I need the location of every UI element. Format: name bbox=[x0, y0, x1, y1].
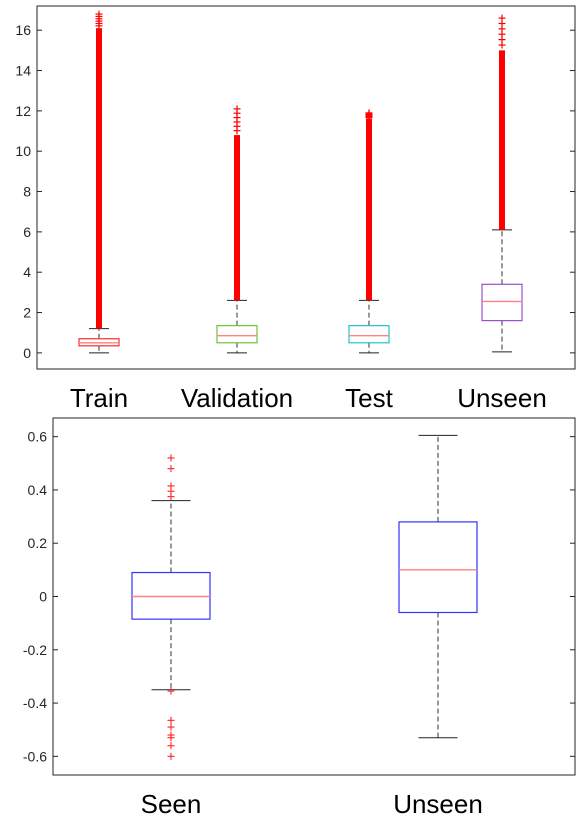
y-tick-label: 2 bbox=[23, 305, 31, 321]
y-tick-label: 8 bbox=[23, 184, 31, 200]
box-group-unseen bbox=[398, 434, 478, 739]
x-category-label: Train bbox=[70, 383, 128, 413]
outlier-marker bbox=[167, 687, 175, 695]
y-tick-label: 0.6 bbox=[28, 429, 48, 445]
box-group-unseen bbox=[481, 14, 523, 353]
plot-frame bbox=[52, 417, 576, 776]
box-iqr bbox=[481, 283, 523, 322]
plot-frame bbox=[36, 5, 576, 370]
y-tick-label: 0 bbox=[39, 589, 47, 605]
box-group-test bbox=[348, 109, 390, 354]
chart-top-boxplot: 0 2 4 6 8 10 12 14 16 Train Validation Test Unseen bbox=[15, 5, 576, 413]
outlier-marker bbox=[167, 493, 175, 501]
outlier-band bbox=[96, 28, 102, 329]
y-tick-label: 0 bbox=[23, 345, 31, 361]
box-iqr bbox=[216, 325, 258, 344]
y-tick-label: -0.4 bbox=[23, 695, 47, 711]
box-group-train bbox=[78, 10, 120, 354]
outlier-marker bbox=[167, 454, 175, 462]
y-tick-label: 14 bbox=[15, 63, 31, 79]
outlier-marker bbox=[167, 465, 175, 473]
y-tick-label: 4 bbox=[23, 264, 31, 280]
box-group-seen bbox=[131, 454, 211, 760]
y-tick-label: 0.2 bbox=[28, 535, 48, 551]
outlier-marker bbox=[233, 105, 241, 113]
outlier-band bbox=[499, 50, 505, 230]
outlier-marker bbox=[167, 742, 175, 750]
box-iqr bbox=[398, 521, 478, 614]
outlier-marker bbox=[167, 716, 175, 724]
y-tick-label: 0.4 bbox=[28, 482, 48, 498]
outlier-marker bbox=[498, 14, 506, 22]
y-tick-label: -0.2 bbox=[23, 642, 47, 658]
y-tick-label: -0.6 bbox=[23, 748, 47, 764]
outlier-marker bbox=[95, 10, 103, 18]
y-tick-label: 12 bbox=[15, 103, 31, 119]
box-group-validation bbox=[216, 105, 258, 354]
x-category-label: Unseen bbox=[457, 383, 547, 413]
outlier-band bbox=[366, 118, 372, 301]
outlier-marker bbox=[167, 723, 175, 731]
x-category-label: Validation bbox=[181, 383, 293, 413]
chart-bottom-boxplot: -0.6 -0.4 -0.2 0 0.2 0.4 0.6 Seen Unseen bbox=[23, 417, 576, 819]
box-iqr bbox=[348, 325, 390, 344]
y-tick-label: 10 bbox=[15, 143, 31, 159]
x-category-label: Seen bbox=[141, 789, 202, 819]
outlier-marker bbox=[167, 752, 175, 760]
x-category-label: Unseen bbox=[393, 789, 483, 819]
outlier-band bbox=[234, 135, 240, 301]
outlier-marker bbox=[365, 109, 373, 117]
y-tick-label: 6 bbox=[23, 224, 31, 240]
y-tick-label: 16 bbox=[15, 22, 31, 38]
x-category-label: Test bbox=[345, 383, 393, 413]
outlier-marker bbox=[167, 734, 175, 742]
